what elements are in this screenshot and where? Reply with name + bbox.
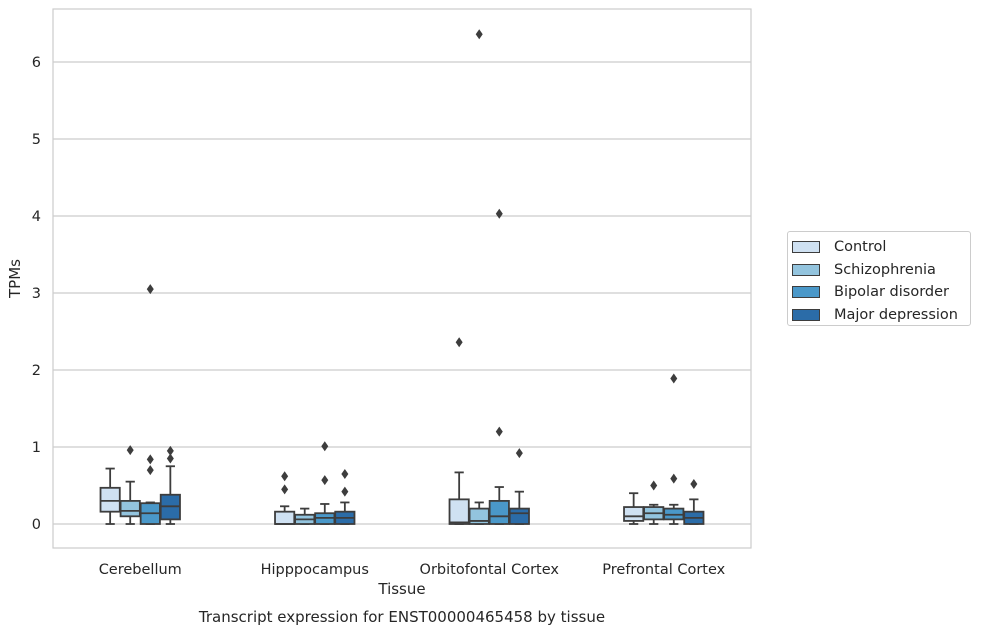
x-axis-label: Tissue [377,580,425,598]
x-tick-label: Orbitofontal Cortex [420,562,560,578]
legend-label: Bipolar disorder [834,284,949,301]
outlier-point [146,465,154,476]
box-control [448,337,470,525]
outlier-point [495,208,503,219]
outlier-point [341,468,349,479]
legend-label: Control [834,239,887,256]
y-axis-label: TPMs [6,259,24,299]
outlier-point [166,445,174,456]
legend-swatch [792,308,820,321]
outlier-point [146,284,154,295]
legend: Control Schizophrenia Bipolar disorder Majo… [787,231,971,326]
outlier-point [146,454,154,465]
outlier-point [495,426,503,437]
legend-label: Schizophrenia [834,261,936,278]
legend-swatch [792,263,820,276]
box-major-depression [334,468,356,525]
box-body [623,506,645,522]
outlier-point [455,337,463,348]
x-tick-label: Cerebellum [99,562,182,578]
x-tick-labels: Cerebellum Hipppocampus Orbitofontal Corte… [99,562,726,578]
legend-item: Control [792,236,970,259]
outlier-point [670,373,678,384]
outlier-point [281,471,289,482]
box-body [99,486,121,513]
outlier-point [475,29,483,40]
y-tick-label: 0 [32,517,41,533]
outlier-point [321,475,329,486]
chart-title: Transcript expression for ENST0000046545… [198,608,605,626]
outlier-point [321,441,329,452]
outlier-point [341,486,349,497]
box-schizophrenia [643,480,665,525]
box-body [448,498,470,525]
x-tick-label: Prefrontal Cortex [602,562,725,578]
box-major-depression [508,448,530,525]
y-tick-label: 4 [32,209,41,225]
box-bipolar-disorder [139,284,161,525]
box-body [119,499,141,518]
legend-label: Major depression [834,306,958,323]
outlier-point [690,478,698,489]
box-bipolar-disorder [663,373,685,525]
y-tick-label: 1 [32,440,41,456]
box-body [488,499,510,525]
box-schizophrenia [119,445,141,525]
outlier-point [126,445,134,456]
y-tick-label: 5 [32,132,41,148]
box-body [508,507,530,525]
outlier-point [650,480,658,491]
box-major-depression [159,445,181,525]
legend-swatch [792,241,820,254]
y-tick-labels: 0 1 2 3 4 5 6 [32,55,41,533]
y-tick-label: 2 [32,363,41,379]
boxes-layer [99,29,705,525]
outlier-point [281,484,289,495]
box-bipolar-disorder [314,441,336,525]
legend-swatch [792,286,820,299]
x-tick-label: Hipppocampus [261,562,369,578]
outlier-point [515,448,523,459]
box-body [274,510,296,525]
outlier-point [670,473,678,484]
y-tick-label: 6 [32,55,41,71]
box-major-depression [683,478,705,525]
legend-item: Bipolar disorder [792,281,970,304]
box-schizophrenia [468,29,490,525]
box-control [99,467,121,525]
legend-item: Schizophrenia [792,259,970,282]
outlier-point [166,453,174,464]
plot-area [52,8,752,549]
legend-item: Major depression [792,304,970,327]
y-tick-label: 3 [32,286,41,302]
